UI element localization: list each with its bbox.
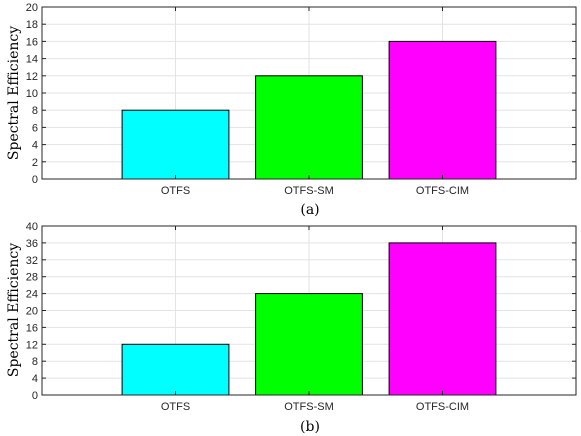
chart-a-xtick-label: OTFS [161, 185, 190, 197]
chart-b-ytick-label: 36 [26, 238, 38, 250]
chart-b-ytick-label: 28 [26, 272, 38, 284]
chart-a-ylabel: Spectral Efficiency [6, 26, 22, 160]
chart-a-xtick-label: OTFS-SM [284, 185, 334, 197]
chart-b-ytick-label: 4 [32, 373, 38, 385]
chart-b-bar-otfs-cim [388, 242, 497, 396]
chart-b-ytick-label: 12 [26, 339, 38, 351]
chart-a-ytick-label: 20 [26, 2, 38, 14]
chart-b-ylabel: Spectral Efficiency [6, 243, 22, 377]
chart-a-ytick-label: 12 [26, 71, 38, 83]
chart-b-ytick-label: 32 [26, 255, 38, 267]
chart-a-ytick-label: 4 [32, 140, 38, 152]
chart-b-xtick-label: OTFS [161, 401, 190, 413]
chart-a-ytick-label: 18 [26, 19, 38, 31]
chart-a-bar-otfs-cim [388, 40, 497, 180]
chart-a-caption: (a) [300, 202, 319, 218]
chart-b-xtick-label: OTFS-CIM [416, 401, 469, 413]
chart-b-xtick-label: OTFS-SM [284, 401, 334, 413]
chart-b-ytick-label: 40 [26, 221, 38, 233]
chart-b-ytick-label: 24 [26, 289, 38, 301]
chart-a-ytick-label: 2 [32, 157, 38, 169]
chart-a-ytick-label: 8 [32, 105, 38, 117]
chart-b-bar-otfs [121, 343, 230, 396]
chart-b-ytick-label: 16 [26, 322, 38, 334]
chart-a-xtick-label: OTFS-CIM [416, 185, 469, 197]
chart-b-bar-otfs-sm [255, 293, 363, 396]
chart-b-ytick-label: 8 [32, 356, 38, 368]
chart-a-ytick-label: 10 [26, 88, 38, 100]
chart-a-ytick-label: 0 [32, 174, 38, 186]
chart-b-ytick-label: 0 [32, 390, 38, 402]
chart-a-ytick-label: 16 [26, 36, 38, 48]
chart-b: Spectral Efficiency (b) 0 4 8 12 16 20 24 28 32 3… [6, 221, 577, 435]
chart-a-ytick-label: 6 [32, 122, 38, 134]
chart-b-caption: (b) [300, 419, 320, 435]
chart-a-ytick-label: 14 [26, 54, 38, 66]
chart-a: Spectral Efficiency (a) 0 2 4 6 8 10 12 14 16 18 2… [6, 2, 577, 218]
chart-a-bar-otfs-sm [255, 75, 363, 180]
chart-a-bar-otfs [121, 109, 230, 180]
chart-b-ytick-label: 20 [26, 306, 38, 318]
